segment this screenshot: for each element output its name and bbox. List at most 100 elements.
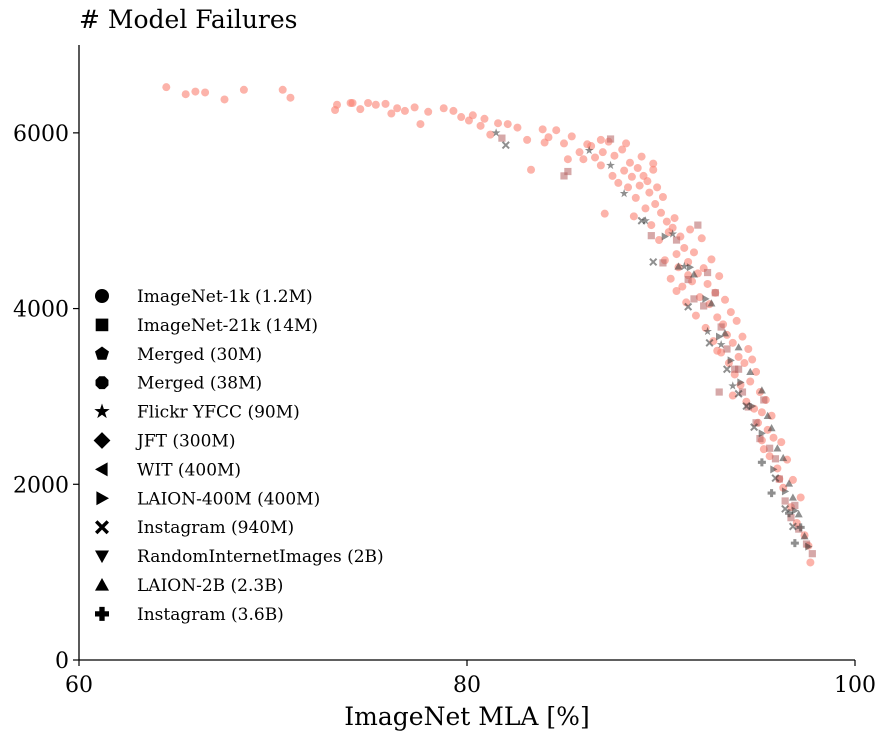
data-point-circle: [480, 114, 489, 123]
data-point-circle: [567, 132, 576, 141]
data-point-circle: [740, 359, 749, 368]
data-point-circle: [544, 133, 553, 142]
data-point-square: [606, 135, 615, 143]
data-point-star: [716, 339, 726, 349]
data-point-circle: [728, 391, 737, 400]
data-point-circle: [220, 95, 229, 104]
data-point-plus-filled: [796, 523, 805, 532]
data-point-square: [756, 435, 764, 443]
data-point-triangle-right: [737, 378, 745, 387]
legend: ImageNet-1k (1.2M) ImageNet-21k (14M) Merg…: [93, 287, 384, 625]
data-point-x-filled: [684, 302, 693, 311]
data-point-circle: [637, 152, 646, 161]
legend-label: Flickr YFCC (90M): [137, 403, 300, 423]
data-point-circle: [655, 236, 664, 245]
data-point-x-filled: [750, 423, 759, 432]
data-point-circle: [627, 172, 636, 181]
data-point-circle: [769, 433, 778, 442]
data-point-square: [672, 236, 681, 244]
data-point-circle: [796, 493, 805, 502]
data-point-square: [700, 302, 708, 310]
data-point-square: [703, 268, 712, 277]
data-point-square: [791, 501, 799, 509]
legend-entry: Flickr YFCC (90M): [94, 403, 300, 423]
data-point-triangle-up: [674, 262, 683, 270]
data-point-triangle-up: [785, 479, 794, 487]
data-point-circle: [738, 332, 747, 341]
data-point-star: [491, 128, 501, 137]
legend-entry: LAION-400M (400M): [96, 489, 320, 509]
legend-marker-pentagon: [95, 346, 109, 360]
data-point-circle: [777, 438, 786, 447]
data-point-circle: [629, 212, 638, 221]
data-point-triangle-right: [702, 294, 710, 303]
data-point-circle: [744, 344, 753, 353]
data-point-circle: [649, 165, 658, 174]
data-point-triangle-right: [748, 402, 757, 411]
legend-entry: WIT (400M): [95, 460, 241, 480]
legend-entry: Merged (38M): [95, 374, 262, 394]
data-point-square: [659, 259, 667, 267]
data-point-x-filled: [771, 474, 780, 483]
data-point-plus-filled: [757, 458, 766, 467]
data-point-plus-filled: [767, 489, 776, 498]
data-point-square: [717, 323, 725, 331]
data-point-triangle-right: [770, 465, 778, 474]
legend-marker-octagon: [95, 376, 109, 390]
data-point-circle: [635, 181, 644, 190]
data-point-circle: [523, 135, 532, 144]
chart-title: # Model Failures: [79, 5, 298, 34]
data-point-circle: [643, 177, 652, 186]
legend-marker-star: [94, 403, 110, 419]
data-point-circle: [653, 183, 662, 192]
data-point-circle: [579, 155, 588, 164]
data-point-circle: [286, 93, 295, 102]
data-point-circle: [468, 111, 477, 120]
data-point-star: [619, 188, 629, 198]
data-point-square: [564, 167, 572, 176]
data-point-circle: [381, 99, 390, 108]
data-point-circle: [759, 445, 768, 454]
data-point-triangle-up: [721, 329, 730, 337]
data-point-square: [795, 525, 803, 533]
data-point-circle: [239, 85, 248, 94]
data-point-star: [606, 160, 615, 170]
data-point-circle: [709, 337, 718, 346]
y-tick-label: 4000: [13, 298, 69, 323]
data-point-circle: [631, 193, 640, 202]
data-point-square: [766, 444, 774, 452]
legend-entry: Instagram (3.6B): [95, 605, 284, 625]
data-point-circle: [614, 178, 623, 187]
data-point-circle: [649, 159, 658, 168]
legend-label: ImageNet-21k (14M): [137, 316, 318, 336]
legend-entry: JFT (300M): [93, 432, 235, 452]
data-point-circle: [672, 250, 681, 259]
data-point-circle: [348, 98, 357, 107]
data-point-circle: [622, 139, 631, 148]
data-point-star: [584, 145, 594, 155]
data-point-x-filled: [781, 504, 790, 513]
data-point-circle: [424, 107, 433, 116]
x-tick-label: 80: [453, 673, 481, 698]
data-point-circle: [686, 225, 695, 234]
data-point-circle: [278, 85, 287, 94]
data-point-triangle-up: [689, 270, 698, 278]
legend-label: Merged (38M): [137, 374, 262, 394]
data-point-circle: [670, 214, 679, 223]
data-point-triangle-right: [781, 487, 790, 496]
data-point-circle: [201, 88, 210, 97]
data-point-triangle-up: [779, 453, 788, 462]
data-point-circle: [806, 558, 815, 567]
data-point-circle: [596, 135, 605, 144]
data-point-circle: [757, 408, 766, 417]
legend-marker-triangle-left: [95, 462, 108, 477]
data-point-square: [723, 345, 731, 353]
data-point-circle: [682, 298, 691, 307]
data-point-circle: [476, 121, 485, 130]
data-point-circle: [651, 200, 660, 209]
data-point-circle: [400, 106, 409, 115]
data-point-triangle-right: [727, 356, 735, 365]
data-point-triangle-up: [767, 424, 776, 432]
data-point-circle: [746, 377, 755, 386]
data-point-circle: [748, 355, 757, 364]
